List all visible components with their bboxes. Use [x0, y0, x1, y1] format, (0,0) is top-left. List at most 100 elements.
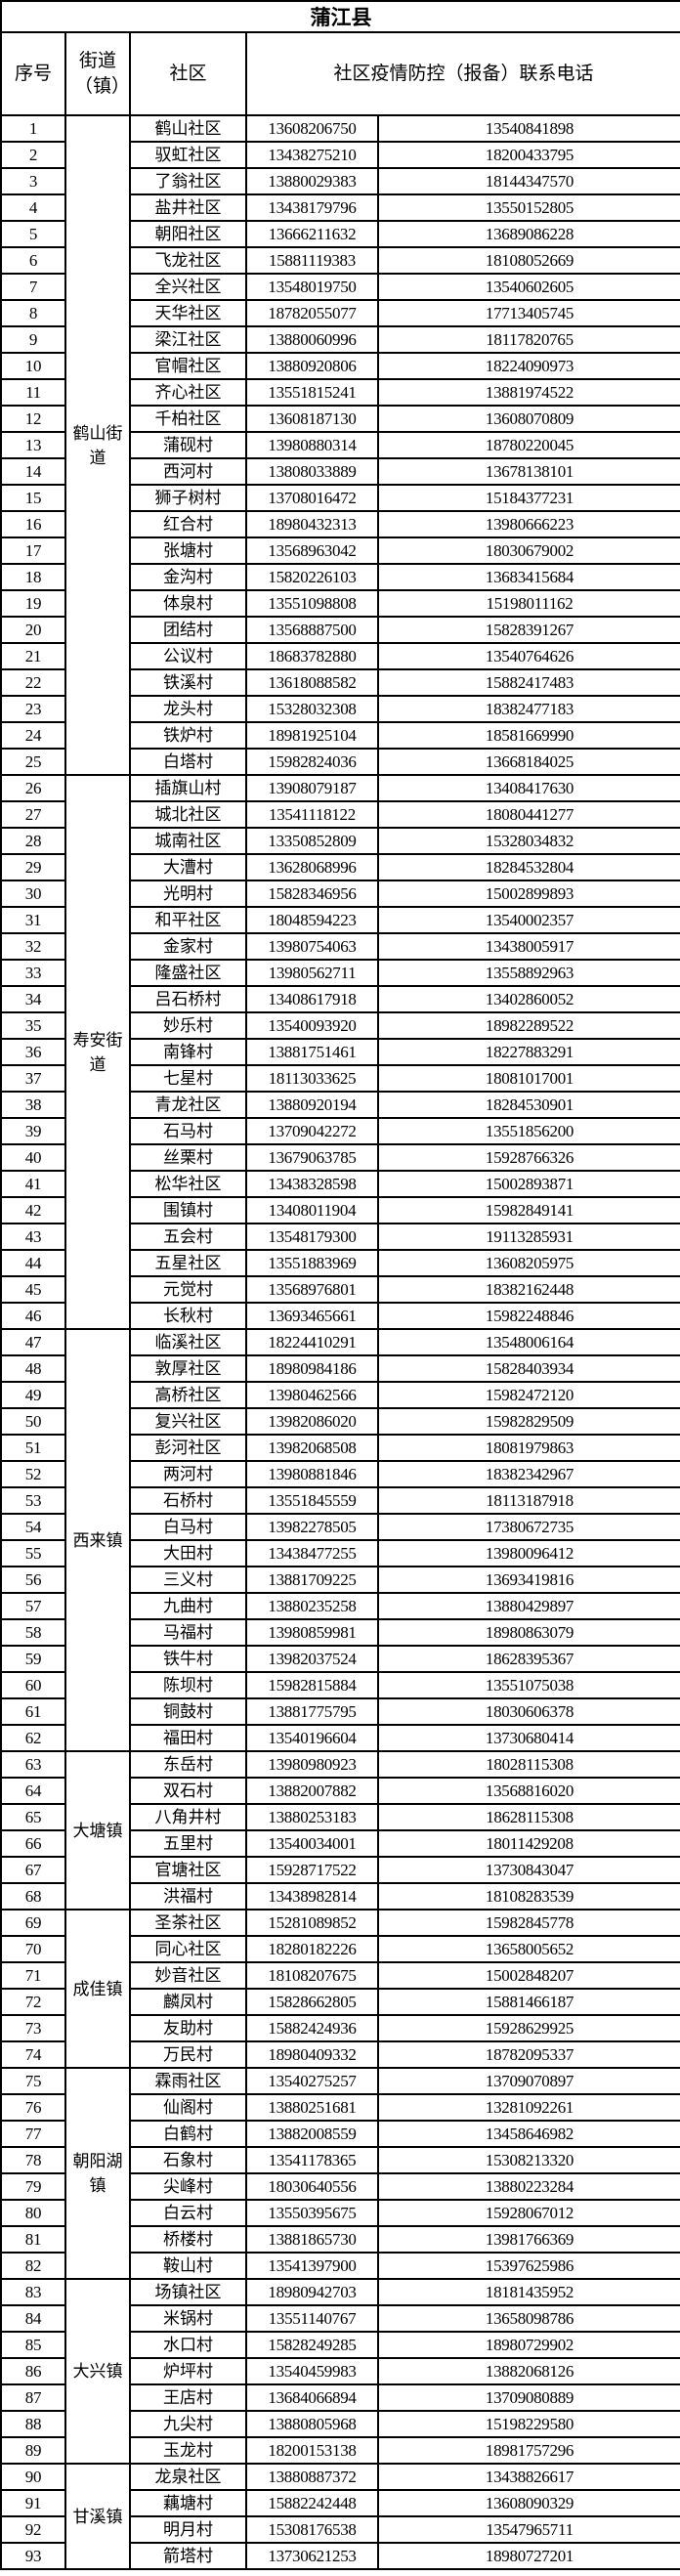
phone-primary: 13438275210 — [245, 141, 379, 169]
phone-primary: 15928717522 — [245, 1856, 379, 1884]
row-number: 76 — [0, 2093, 66, 2122]
row-number: 54 — [0, 1513, 66, 1541]
phone-secondary: 15928766326 — [377, 1143, 680, 1172]
row-number: 62 — [0, 1724, 66, 1752]
phone-secondary: 18628115308 — [377, 1803, 680, 1831]
community-name: 高桥社区 — [129, 1381, 247, 1409]
table-row: 49 高桥社区 13980462566 15982472120 — [0, 1381, 680, 1409]
phone-primary: 13708016472 — [245, 484, 379, 512]
table-row: 93 箭塔村 13730621253 18980727201 — [0, 2542, 680, 2570]
phone-primary: 13882007882 — [245, 1777, 379, 1805]
phone-primary: 13881709225 — [245, 1566, 379, 1594]
community-name: 团结村 — [129, 616, 247, 644]
phone-primary: 18113033625 — [245, 1064, 379, 1093]
phone-primary: 13982278505 — [245, 1513, 379, 1541]
phone-secondary: 15002899893 — [377, 880, 680, 908]
phone-secondary: 18782095337 — [377, 2040, 680, 2069]
row-number: 83 — [0, 2278, 66, 2306]
phone-primary: 18980942703 — [245, 2278, 379, 2306]
phone-secondary: 18081979863 — [377, 1434, 680, 1462]
community-name: 了翁社区 — [129, 167, 247, 195]
phone-primary: 15328032308 — [245, 695, 379, 723]
table-row: 17 张塘村 13568963042 18030679002 — [0, 537, 680, 565]
table-row: 22 铁溪村 13618088582 15882417483 — [0, 668, 680, 697]
table-row: 35 妙乐村 13540093920 18982289522 — [0, 1011, 680, 1040]
phone-secondary: 15982248846 — [377, 1302, 680, 1330]
phone-primary: 18683782880 — [245, 642, 379, 670]
phone-secondary: 13551856200 — [377, 1117, 680, 1145]
phone-secondary: 13981766369 — [377, 2225, 680, 2254]
phone-secondary: 17713405745 — [377, 299, 680, 327]
table-row: 2 驭虹社区 13438275210 18200433795 — [0, 141, 680, 169]
phone-secondary: 13980096412 — [377, 1539, 680, 1567]
community-name: 桥楼村 — [129, 2225, 247, 2254]
community-name: 白云村 — [129, 2199, 247, 2227]
table-row: 11 齐心社区 13551815241 13881974522 — [0, 378, 680, 407]
community-name: 围镇村 — [129, 1196, 247, 1224]
table-row: 82 鞍山村 13541397900 15397625986 — [0, 2252, 680, 2280]
phone-primary: 13541397900 — [245, 2252, 379, 2280]
phone-primary: 18782055077 — [245, 299, 379, 327]
phone-secondary: 18181435952 — [377, 2278, 680, 2306]
row-number: 27 — [0, 800, 66, 829]
phone-primary: 18108207675 — [245, 1961, 379, 1990]
row-number: 91 — [0, 2489, 66, 2517]
phone-secondary: 18028115308 — [377, 1750, 680, 1779]
row-number: 16 — [0, 510, 66, 538]
community-name: 七星村 — [129, 1064, 247, 1093]
phone-secondary: 15928629925 — [377, 2014, 680, 2042]
phone-secondary: 13458646982 — [377, 2120, 680, 2148]
phone-secondary: 13678138101 — [377, 457, 680, 486]
row-number: 10 — [0, 352, 66, 380]
phone-primary: 13350852809 — [245, 827, 379, 855]
phone-primary: 15308176538 — [245, 2515, 379, 2544]
row-number: 20 — [0, 616, 66, 644]
community-name: 梁江社区 — [129, 325, 247, 354]
phone-secondary: 18224090973 — [377, 352, 680, 380]
table-row: 38 青龙社区 13880920194 18284530901 — [0, 1091, 680, 1119]
phone-primary: 18224410291 — [245, 1328, 379, 1356]
row-number: 80 — [0, 2199, 66, 2227]
table-row: 39 石马村 13709042272 13551856200 — [0, 1117, 680, 1145]
phone-primary: 18980409332 — [245, 2040, 379, 2069]
phone-secondary: 15928067012 — [377, 2199, 680, 2227]
row-number: 65 — [0, 1803, 66, 1831]
community-name: 朝阳社区 — [129, 220, 247, 248]
phone-secondary: 18080441277 — [377, 800, 680, 829]
community-name: 石象村 — [129, 2146, 247, 2174]
table-row: 33 隆盛社区 13980562711 13558892963 — [0, 959, 680, 987]
phone-secondary: 18113187918 — [377, 1486, 680, 1515]
phone-primary: 18980984186 — [245, 1354, 379, 1383]
row-number: 28 — [0, 827, 66, 855]
phone-primary: 13540459983 — [245, 2357, 379, 2385]
phone-primary: 13880920806 — [245, 352, 379, 380]
community-name: 南锋村 — [129, 1038, 247, 1066]
row-number: 69 — [0, 1909, 66, 1937]
phone-secondary: 15328034832 — [377, 827, 680, 855]
phone-primary: 13540196604 — [245, 1724, 379, 1752]
row-number: 31 — [0, 906, 66, 934]
phone-secondary: 13550152805 — [377, 193, 680, 222]
phone-primary: 13880060996 — [245, 325, 379, 354]
phone-secondary: 13547965711 — [377, 2515, 680, 2544]
table-row: 18 金沟村 15820226103 13683415684 — [0, 563, 680, 591]
community-name: 城南社区 — [129, 827, 247, 855]
phone-secondary: 13608090329 — [377, 2489, 680, 2517]
row-number: 18 — [0, 563, 66, 591]
row-number: 71 — [0, 1961, 66, 1990]
table-row: 8 天华社区 18782055077 17713405745 — [0, 299, 680, 327]
community-name: 城北社区 — [129, 800, 247, 829]
table-row: 92 明月村 15308176538 13547965711 — [0, 2515, 680, 2544]
phone-secondary: 18200433795 — [377, 141, 680, 169]
row-number: 87 — [0, 2383, 66, 2412]
phone-primary: 13980980923 — [245, 1750, 379, 1779]
phone-primary: 13550395675 — [245, 2199, 379, 2227]
phone-secondary: 18011429208 — [377, 1829, 680, 1858]
phone-secondary: 15828391267 — [377, 616, 680, 644]
table-row: 34 吕石桥村 13408617918 13402860052 — [0, 985, 680, 1013]
community-name: 九尖村 — [129, 2410, 247, 2438]
phone-secondary: 13689086228 — [377, 220, 680, 248]
row-number: 85 — [0, 2331, 66, 2359]
phone-primary: 13438328598 — [245, 1170, 379, 1198]
table-row: 19 体泉村 13551098808 15198011162 — [0, 589, 680, 618]
